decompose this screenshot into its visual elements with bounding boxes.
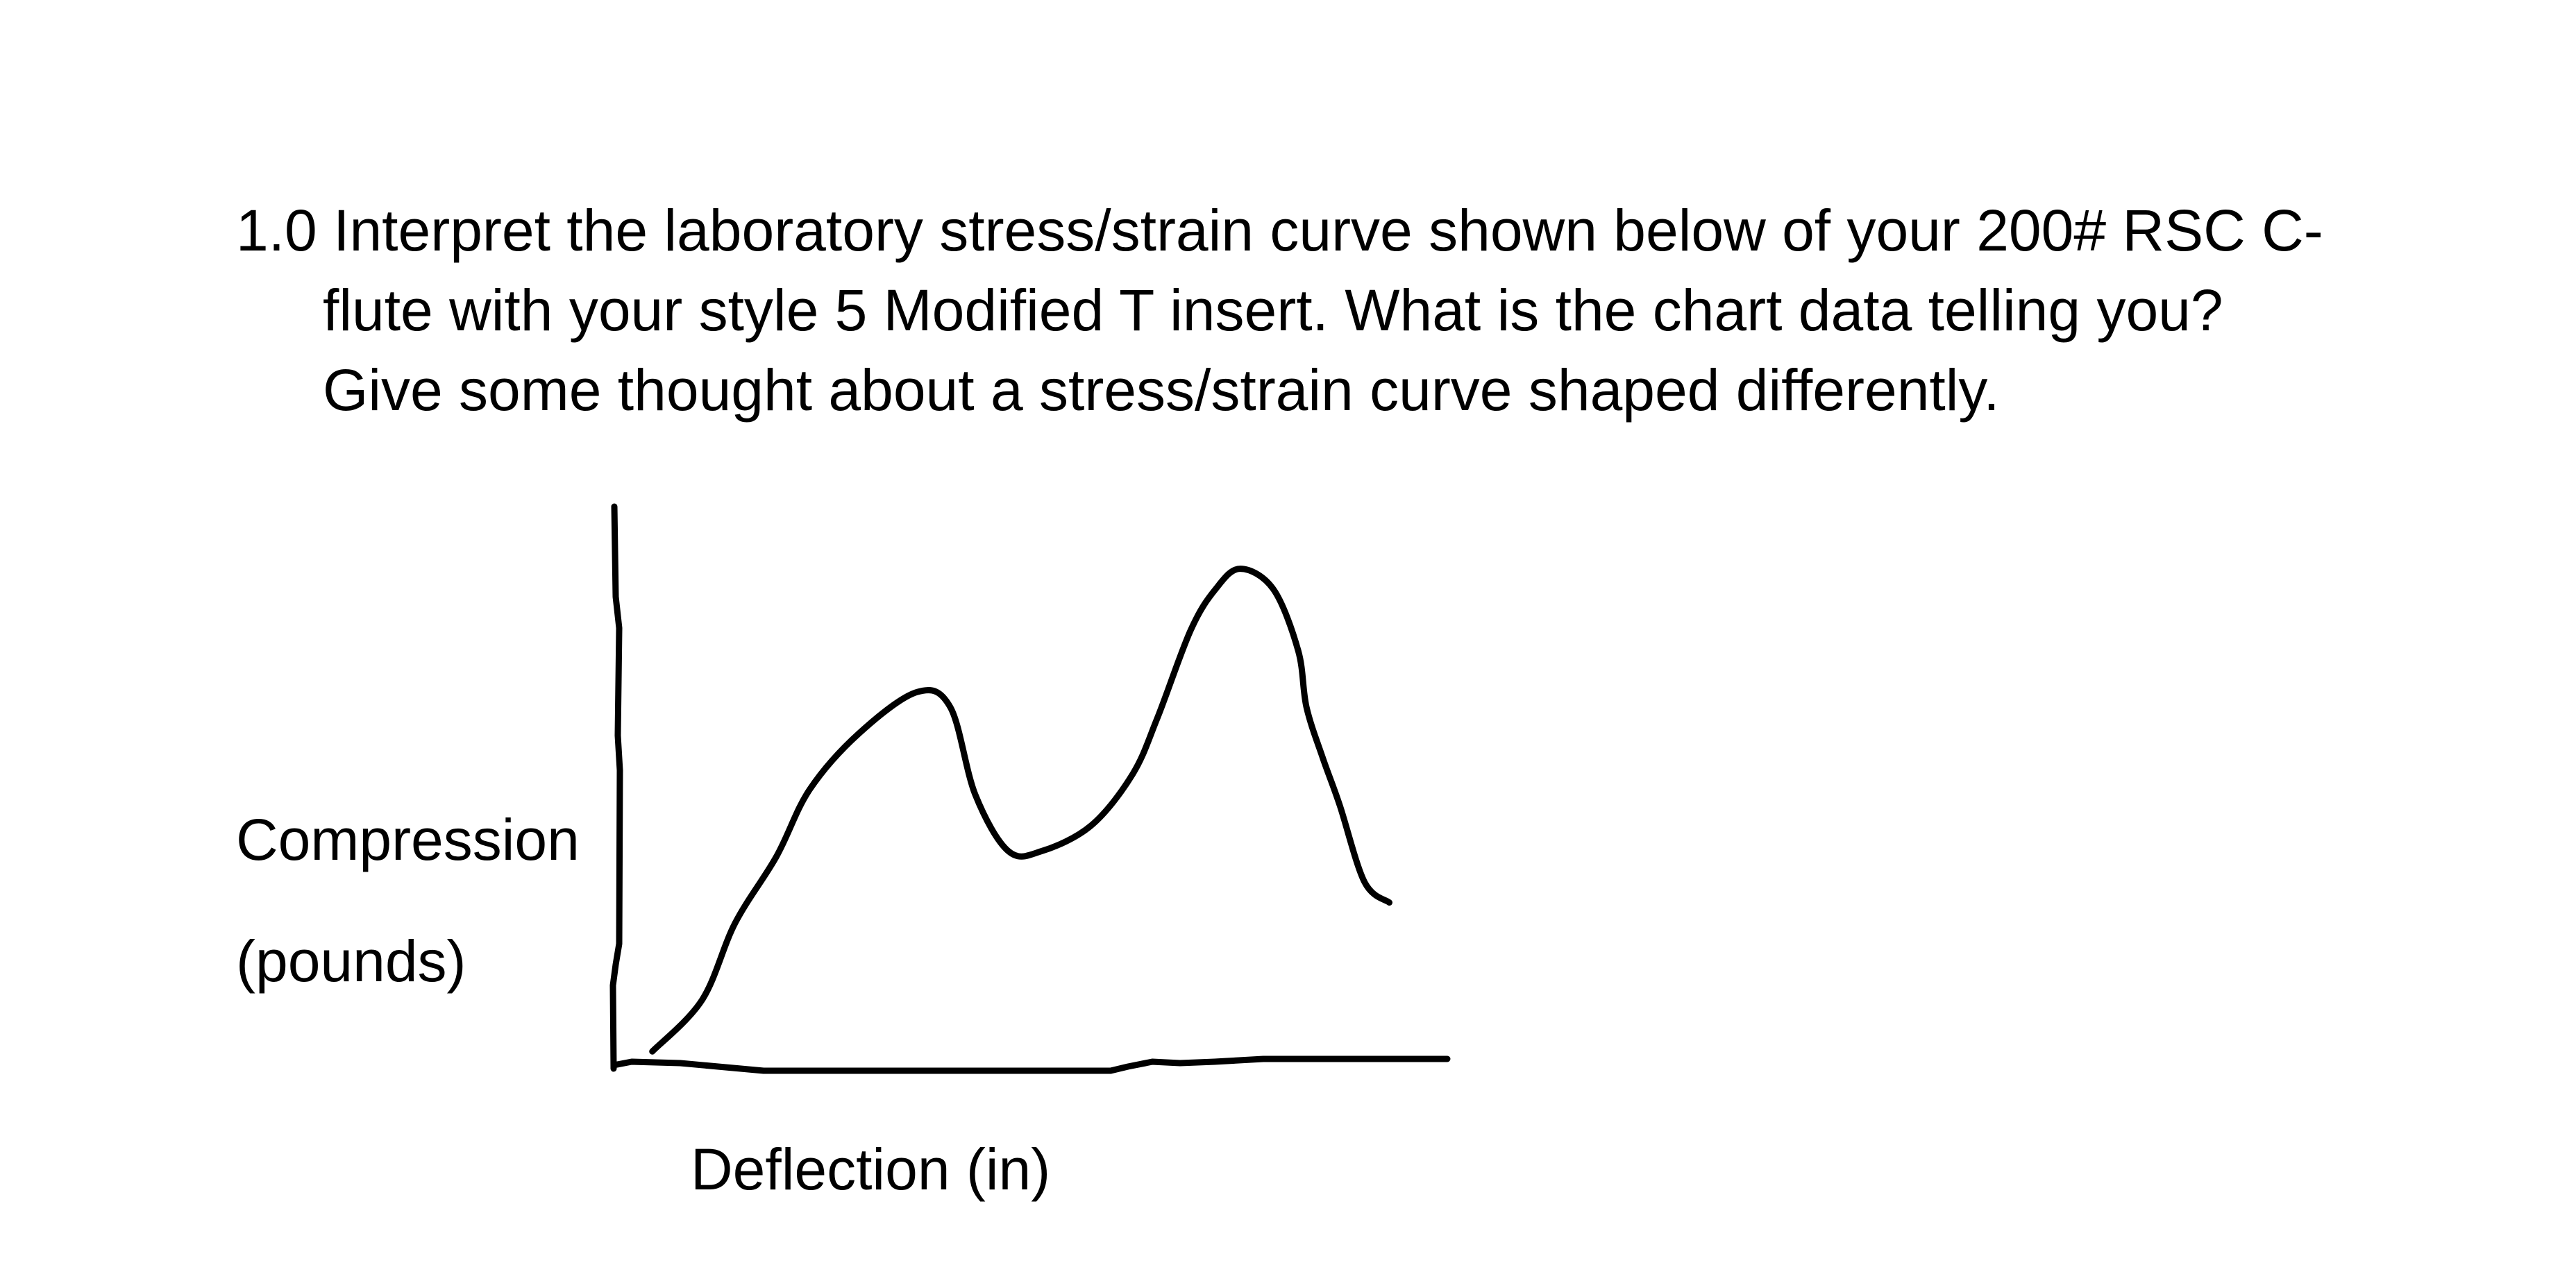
question-line-1: 1.0 Interpret the laboratory stress/stra… [236, 198, 2323, 263]
y-axis-line [609, 503, 623, 1072]
compression-curve [649, 566, 1392, 1055]
y-axis-label-line-1: Compression [236, 807, 580, 872]
question-line-3: Give some thought about a stress/strain … [323, 357, 2000, 423]
question-text: 1.0 Interpret the laboratory stress/stra… [236, 191, 2457, 430]
x-axis-label: Deflection (in) [691, 1137, 1051, 1202]
question-line-2: flute with your style 5 Modified T inser… [323, 278, 2223, 343]
y-axis-label-line-2: (pounds) [236, 928, 466, 994]
x-axis-line [610, 1055, 1451, 1074]
